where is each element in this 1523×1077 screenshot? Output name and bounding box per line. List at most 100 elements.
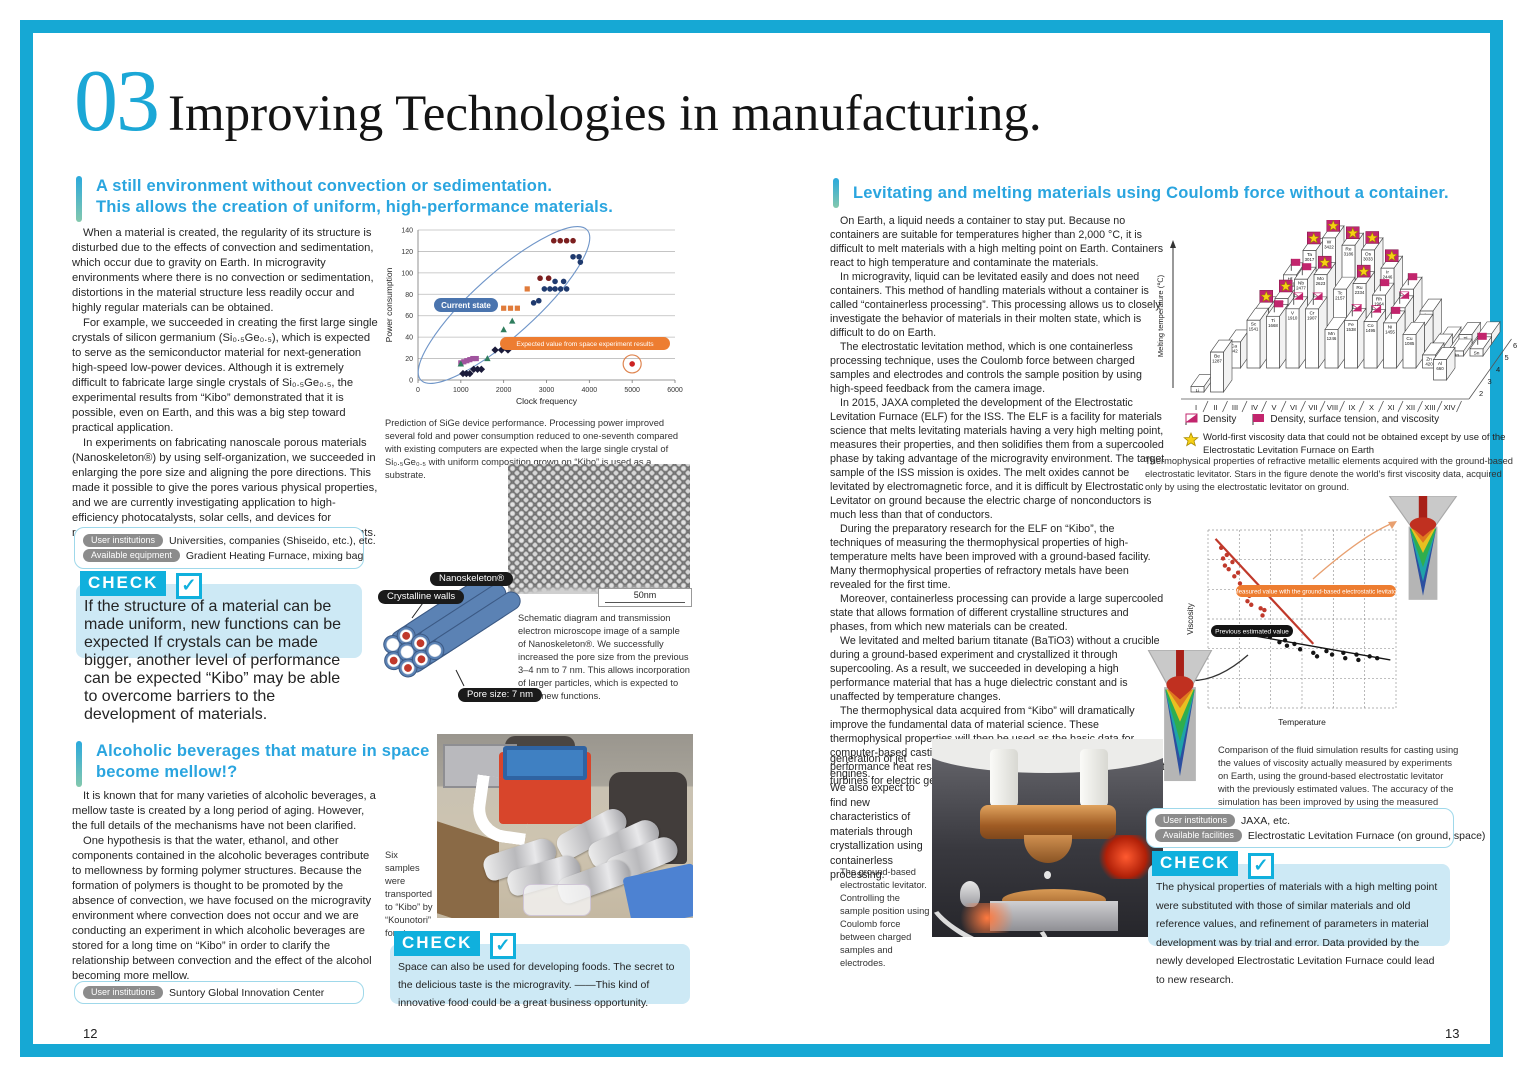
svg-text:Sc: Sc [1251,322,1257,328]
svg-text:II: II [1213,403,1217,412]
svg-text:XII: XII [1406,403,1415,412]
tem-scale-label: 50nm [633,590,657,600]
svg-text:VI: VI [1290,403,1297,412]
section1-heading-line1: A still environment without convection o… [96,177,553,195]
heading-accent-bar [76,741,82,787]
svg-text:IX: IX [1348,403,1355,412]
svg-text:1000: 1000 [453,387,469,394]
svg-text:1668: 1668 [1268,323,1278,328]
svg-text:Previous estimated value: Previous estimated value [1215,629,1289,636]
svg-text:420: 420 [1425,361,1433,366]
svg-text:Temperature: Temperature [1278,717,1326,727]
check-badge: CHECK [1152,851,1239,876]
svg-text:0: 0 [409,378,413,385]
check1-text: If the structure of a material can be ma… [84,598,342,723]
svg-text:3017: 3017 [1305,257,1315,262]
paragraph: During the preparatory research for the … [830,523,1151,591]
paragraph: When a material is created, the regulari… [72,227,374,314]
casting-simulation-measured [1388,496,1458,600]
tem-scale-bar: 50nm [598,588,692,607]
svg-text:Co: Co [1367,323,1373,329]
periodic-legend-row1: Density Density, surface tension, and vi… [1183,412,1439,426]
svg-text:Fe: Fe [1348,322,1354,328]
check2-text: Space can also be used for developing fo… [398,961,675,1009]
section1-info-box: User institutions Universities, companie… [74,527,376,569]
ceramic-post [1080,749,1108,807]
legend-density-label: Density [1203,413,1237,425]
svg-text:2623: 2623 [1316,281,1326,286]
checkbox-icon: ✓ [1247,853,1274,879]
ceramic-post [990,749,1018,807]
check-panel [1148,864,1450,946]
page-number-left: 12 [83,1026,98,1041]
svg-text:60: 60 [405,313,413,320]
svg-text:40: 40 [405,335,413,342]
paragraph: In experiments on fabricating nanoscale … [72,437,378,539]
svg-text:1541: 1541 [1249,327,1259,332]
svg-text:Ta: Ta [1307,252,1312,258]
title-number: 03 [74,53,160,150]
levitator-caption: The ground-based electrostatic levitator… [840,867,930,968]
svg-text:2: 2 [1479,389,1483,398]
svg-text:Ir: Ir [1386,270,1389,276]
page-number-right: 13 [1445,1026,1460,1041]
svg-text:2477: 2477 [1296,286,1306,291]
svg-text:1907: 1907 [1307,315,1317,320]
svg-text:5000: 5000 [624,387,640,394]
svg-text:842: 842 [1230,348,1238,353]
user-institutions-pill: User institutions [1155,814,1236,827]
svg-text:Melting temperature (℃): Melting temperature (℃) [1156,274,1165,357]
food-photo-caption: Six samples were transported to “Kibo” b… [385,850,433,938]
legend-flag-label: Density, surface tension, and viscosity [1270,413,1440,425]
available-equipment-pill: Available equipment [83,549,180,562]
electrostatic-levitator-photo [932,739,1163,937]
star-icon [1183,432,1199,447]
check-badge: CHECK [80,571,167,596]
user-institutions-pill: User institutions [83,534,164,547]
svg-text:4000: 4000 [582,387,598,394]
checkbox-icon: ✓ [489,933,516,959]
paragraph: The electrostatic levitation method, whi… [830,341,1142,395]
svg-text:W: W [1327,239,1332,245]
scale-line [605,602,685,603]
section2-heading-line1: Alcoholic beverages that mature in space [96,742,430,760]
title-text: Improving Technologies in manufacturing. [168,86,1042,142]
periodic-legend-row2: World-first viscosity data that could no… [1183,432,1513,457]
svg-text:X: X [1369,403,1374,412]
red-glow [1097,835,1155,879]
check-badge: CHECK [394,931,481,956]
svg-text:Mo: Mo [1317,276,1324,282]
user-institutions-value: Universities, companies (Shiseido, etc.)… [169,534,376,547]
paragraph: In 2015, JAXA completed the development … [830,397,1165,521]
nanoskeleton-caption: Schematic diagram and transmission elect… [518,613,690,701]
svg-text:Expected value from space expe: Expected value from space experiment res… [516,341,654,348]
paragraph: We levitated and melted barium titanate … [830,635,1160,703]
svg-text:2446: 2446 [1383,275,1393,280]
page-title: 03 Improving Technologies in manufacturi… [74,58,1042,146]
user-institutions-value: Suntory Global Innovation Center [169,986,325,999]
svg-text:Ni: Ni [1388,324,1393,330]
svg-text:Ti: Ti [1271,318,1275,324]
user-institutions-pill: User institutions [83,986,164,999]
svg-text:Os: Os [1365,251,1372,257]
svg-text:Hf: Hf [1288,276,1293,282]
paragraph: On Earth, a liquid needs a container to … [830,215,1164,269]
svg-text:Zn: Zn [1426,356,1432,362]
section1-heading-line2: This allows the creation of uniform, hig… [96,198,614,216]
svg-text:XIV: XIV [1443,403,1455,412]
plastic-bag [523,884,591,916]
right-info-box: User institutions JAXA, etc. Available f… [1146,808,1485,848]
svg-text:660: 660 [1436,366,1444,371]
svg-text:2000: 2000 [496,387,512,394]
svg-text:1910: 1910 [1288,315,1298,320]
svg-text:1085: 1085 [1405,341,1415,346]
checkbox-icon: ✓ [175,573,202,599]
upper-disc [932,739,1163,773]
knob [960,881,980,907]
density-flag-icon [1185,413,1198,425]
periodic-chart-caption: Thermophysical properties of refractive … [1145,456,1513,492]
transport-box [468,746,591,846]
crystalline-walls-pill: Crystalline walls [378,590,465,604]
svg-text:Measured value with the ground: Measured value with the ground-based ele… [1233,589,1398,596]
